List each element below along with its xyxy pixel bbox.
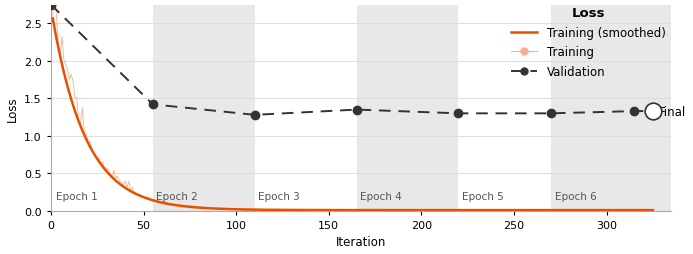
Bar bbox=[152, 6, 254, 211]
Bar bbox=[356, 6, 458, 211]
X-axis label: Iteration: Iteration bbox=[336, 235, 386, 248]
Text: Epoch 5: Epoch 5 bbox=[462, 191, 504, 201]
Text: Epoch 1: Epoch 1 bbox=[56, 191, 98, 201]
Text: Epoch 2: Epoch 2 bbox=[157, 191, 198, 201]
Text: Epoch 6: Epoch 6 bbox=[554, 191, 597, 201]
Text: Epoch 3: Epoch 3 bbox=[258, 191, 300, 201]
Text: Final: Final bbox=[658, 105, 685, 118]
Text: Epoch 4: Epoch 4 bbox=[360, 191, 402, 201]
Legend: Training (smoothed), Training, Validation: Training (smoothed), Training, Validatio… bbox=[511, 7, 665, 78]
Bar bbox=[551, 6, 672, 211]
Y-axis label: Loss: Loss bbox=[6, 96, 19, 121]
